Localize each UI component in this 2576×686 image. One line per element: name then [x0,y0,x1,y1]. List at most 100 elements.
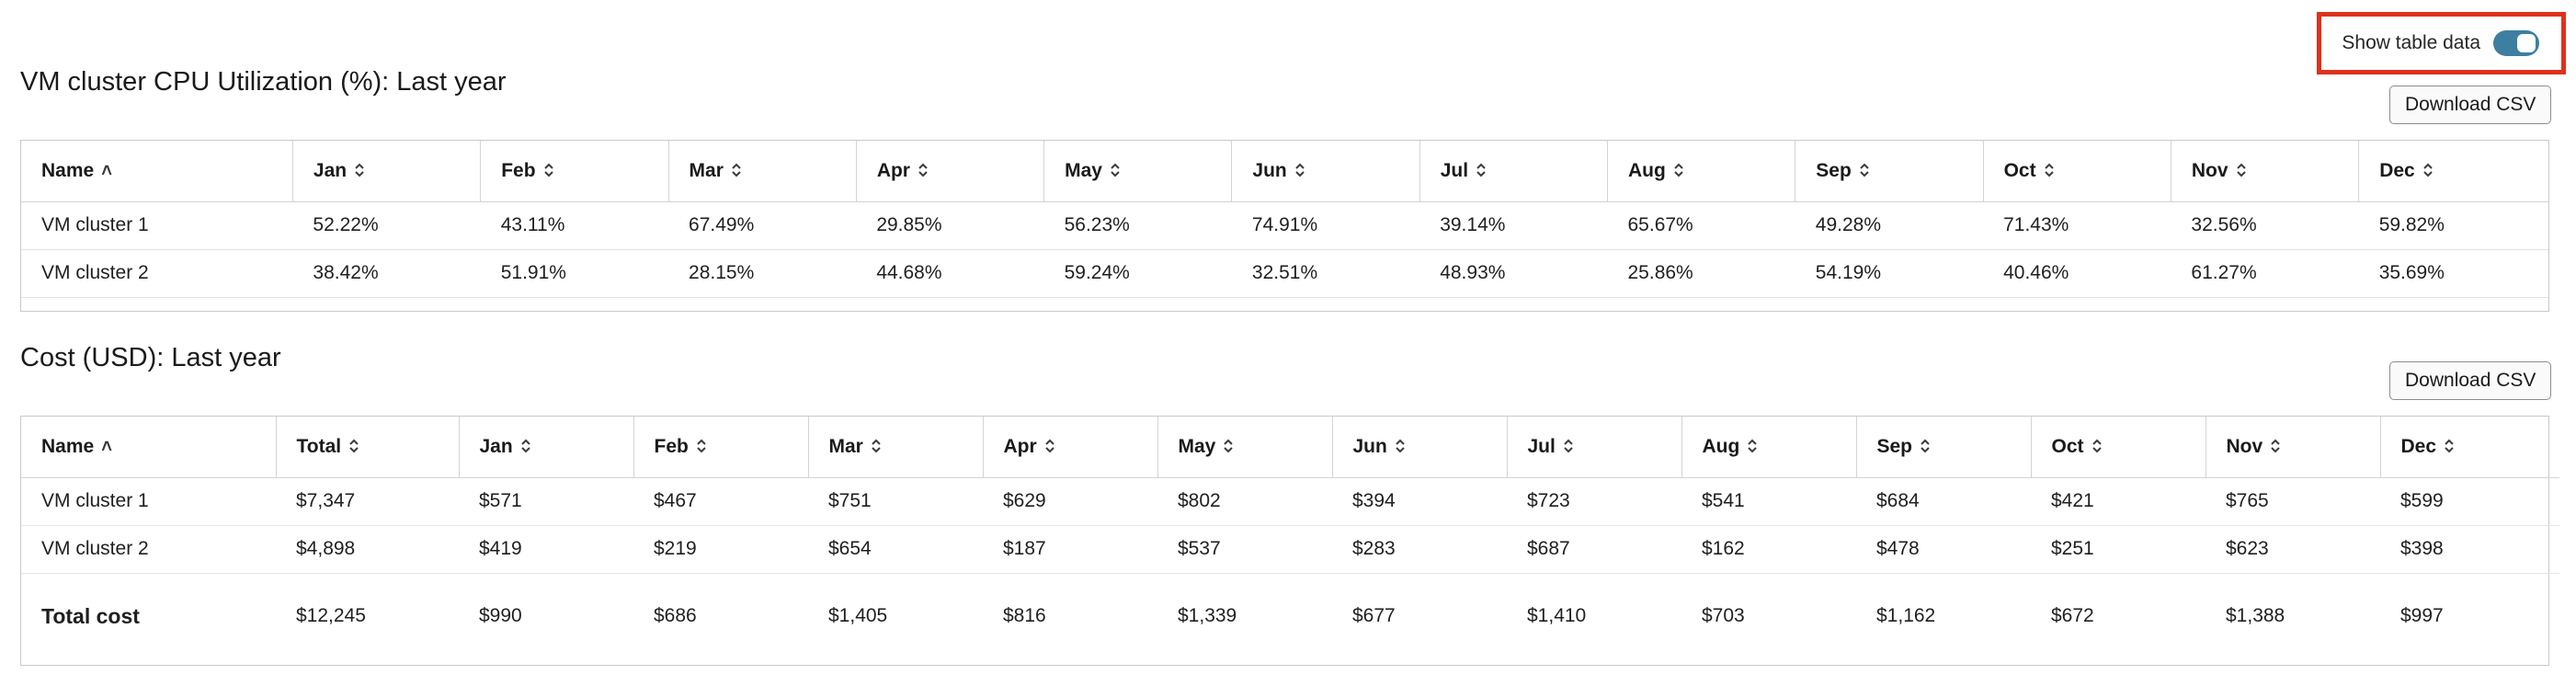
total-cost-cell: $816 [1003,605,1046,627]
cost-header-oct[interactable]: Oct [2031,417,2206,478]
cpu-header-oct[interactable]: Oct [1983,141,2171,202]
table-cell: 28.15% [668,249,857,298]
total-cost-cell: $990 [479,605,522,627]
cost-header-sep[interactable]: Sep [1856,417,2032,478]
cost-header-feb[interactable]: Feb [633,417,809,478]
table-cell: $421 [2031,477,2206,526]
table-cell: 35.69% [2358,249,2548,298]
cpu-header-jun[interactable]: Jun [1231,141,1420,202]
cpu-header-nov[interactable]: Nov [2171,141,2360,202]
cpu-utilization-title: VM cluster CPU Utilization (%): Last yea… [20,67,507,97]
show-table-data-label: Show table data [2342,32,2480,53]
cpu-header-feb[interactable]: Feb [480,141,669,202]
table-row: VM cluster 1 52.22% 43.11% 67.49% 29.85% 56.2… [21,201,2548,250]
column-header-label: Nov [2191,159,2228,181]
sort-unsorted-icon [871,438,882,457]
table-cell: $187 [983,525,1157,574]
cpu-header-apr[interactable]: Apr [856,141,1045,202]
cpu-header-mar[interactable]: Mar [668,141,857,202]
sort-unsorted-icon [1859,162,1870,181]
table-cell: 32.51% [1231,249,1420,298]
sort-ascending-icon: ˄ [101,160,112,181]
cost-header-may[interactable]: May [1157,417,1333,478]
table-row: VM cluster 2 $4,898 $419 $219 $654 $187 $537 $2… [21,525,2559,574]
table-cell: 43.11% [480,201,669,250]
cost-download-csv-button[interactable]: Download CSV [2389,361,2552,400]
table-cell: 25.86% [1607,249,1795,298]
cost-header-jul[interactable]: Jul [1507,417,1682,478]
sort-unsorted-icon [2236,162,2247,181]
cpu-header-aug[interactable]: Aug [1607,141,1796,202]
cost-table: Name ˄ Total Jan Feb Mar Apr May Jun Jul Aug Sep Oct… [20,416,2559,666]
column-header-label: Name [41,435,95,457]
cost-header-total[interactable]: Total [276,417,460,478]
cpu-header-jul[interactable]: Jul [1419,141,1609,202]
column-header-label: Jun [1252,159,1287,181]
cpu-header-dec[interactable]: Dec [2358,141,2548,202]
table-cell: 48.93% [1419,249,1608,298]
show-table-data-switch[interactable] [2493,30,2539,56]
table-cell: 71.43% [1983,201,2171,250]
column-header-label: Dec [2379,159,2415,181]
cost-header-jan[interactable]: Jan [459,417,634,478]
total-cost-cell: $703 [1702,605,1745,627]
table-cell: $283 [1332,525,1507,574]
sort-unsorted-icon [1673,162,1684,181]
table-cell: 40.46% [1983,249,2171,298]
sort-unsorted-icon [918,162,929,181]
row-name-cell: VM cluster 1 [21,201,293,250]
sort-unsorted-icon [1563,438,1574,457]
row-name-cell: VM cluster 2 [21,249,293,298]
table-cell: $684 [1856,477,2031,526]
table-cell: $571 [459,477,633,526]
cpu-utilization-table: Name ˄ Jan Feb Mar Apr May Jun Jul Aug Sep Oct Nov De… [20,140,2549,312]
total-cost-cell: $677 [1352,605,1396,627]
total-cost-row: Total cost $12,245 $990 $686 $1,405 $816 $1,33… [21,573,2559,659]
column-header-label: Jul [1440,159,1469,181]
sort-unsorted-icon [1395,438,1406,457]
sort-unsorted-icon [2270,438,2281,457]
sort-unsorted-icon [2444,438,2455,457]
column-header-label: Mar [828,435,863,457]
table-cell: $654 [808,525,983,574]
table-cell: 39.14% [1419,201,1608,250]
sort-ascending-icon: ˄ [101,436,112,457]
table-cell: $687 [1507,525,1681,574]
column-header-label: Feb [654,435,689,457]
cost-header-aug[interactable]: Aug [1681,417,1857,478]
cost-table-header-row: Name ˄ Total Jan Feb Mar Apr May Jun Jul Aug Sep Oct… [21,417,2559,478]
table-cell: $629 [983,477,1157,526]
cost-header-mar[interactable]: Mar [808,417,984,478]
total-cost-cell: $686 [654,605,697,627]
table-cell: 56.23% [1043,201,1232,250]
table-cell: $751 [808,477,983,526]
total-cost-cell: $1,405 [828,605,888,627]
cost-header-nov[interactable]: Nov [2206,417,2381,478]
table-cell: $537 [1157,525,1332,574]
table-cell: 59.82% [2358,201,2548,250]
cpu-header-jan[interactable]: Jan [292,141,482,202]
table-cell: 65.67% [1607,201,1795,250]
column-header-label: Feb [501,159,536,181]
column-header-label: Nov [2226,435,2263,457]
cost-header-apr[interactable]: Apr [983,417,1158,478]
column-header-label: Total [296,435,342,457]
cost-header-name[interactable]: Name ˄ [21,417,277,478]
switch-knob [2517,34,2536,52]
table-cell: 38.42% [292,249,481,298]
cpu-header-name[interactable]: Name ˄ [21,141,293,202]
cost-header-jun[interactable]: Jun [1332,417,1508,478]
cpu-header-sep[interactable]: Sep [1795,141,1984,202]
sort-unsorted-icon [348,438,359,457]
cost-header-dec[interactable]: Dec [2380,417,2559,478]
table-cell: 32.56% [2171,201,2359,250]
table-cell: $4,898 [276,525,459,574]
table-cell: $419 [459,525,633,574]
table-cell: 67.49% [668,201,857,250]
cpu-header-may[interactable]: May [1043,141,1233,202]
table-cell: 29.85% [856,201,1044,250]
table-cell: $394 [1332,477,1507,526]
sort-unsorted-icon [2044,162,2055,181]
table-cell: $478 [1856,525,2031,574]
cpu-download-csv-button[interactable]: Download CSV [2389,86,2552,124]
